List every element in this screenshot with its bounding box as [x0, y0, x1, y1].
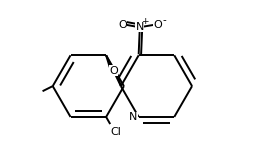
Text: +: + [141, 17, 149, 26]
Text: N: N [129, 112, 138, 122]
Text: -: - [162, 15, 166, 25]
Text: O: O [109, 66, 118, 76]
Text: N: N [135, 22, 144, 32]
Text: O: O [154, 20, 162, 30]
Text: O: O [118, 20, 127, 30]
Text: Cl: Cl [111, 127, 122, 137]
